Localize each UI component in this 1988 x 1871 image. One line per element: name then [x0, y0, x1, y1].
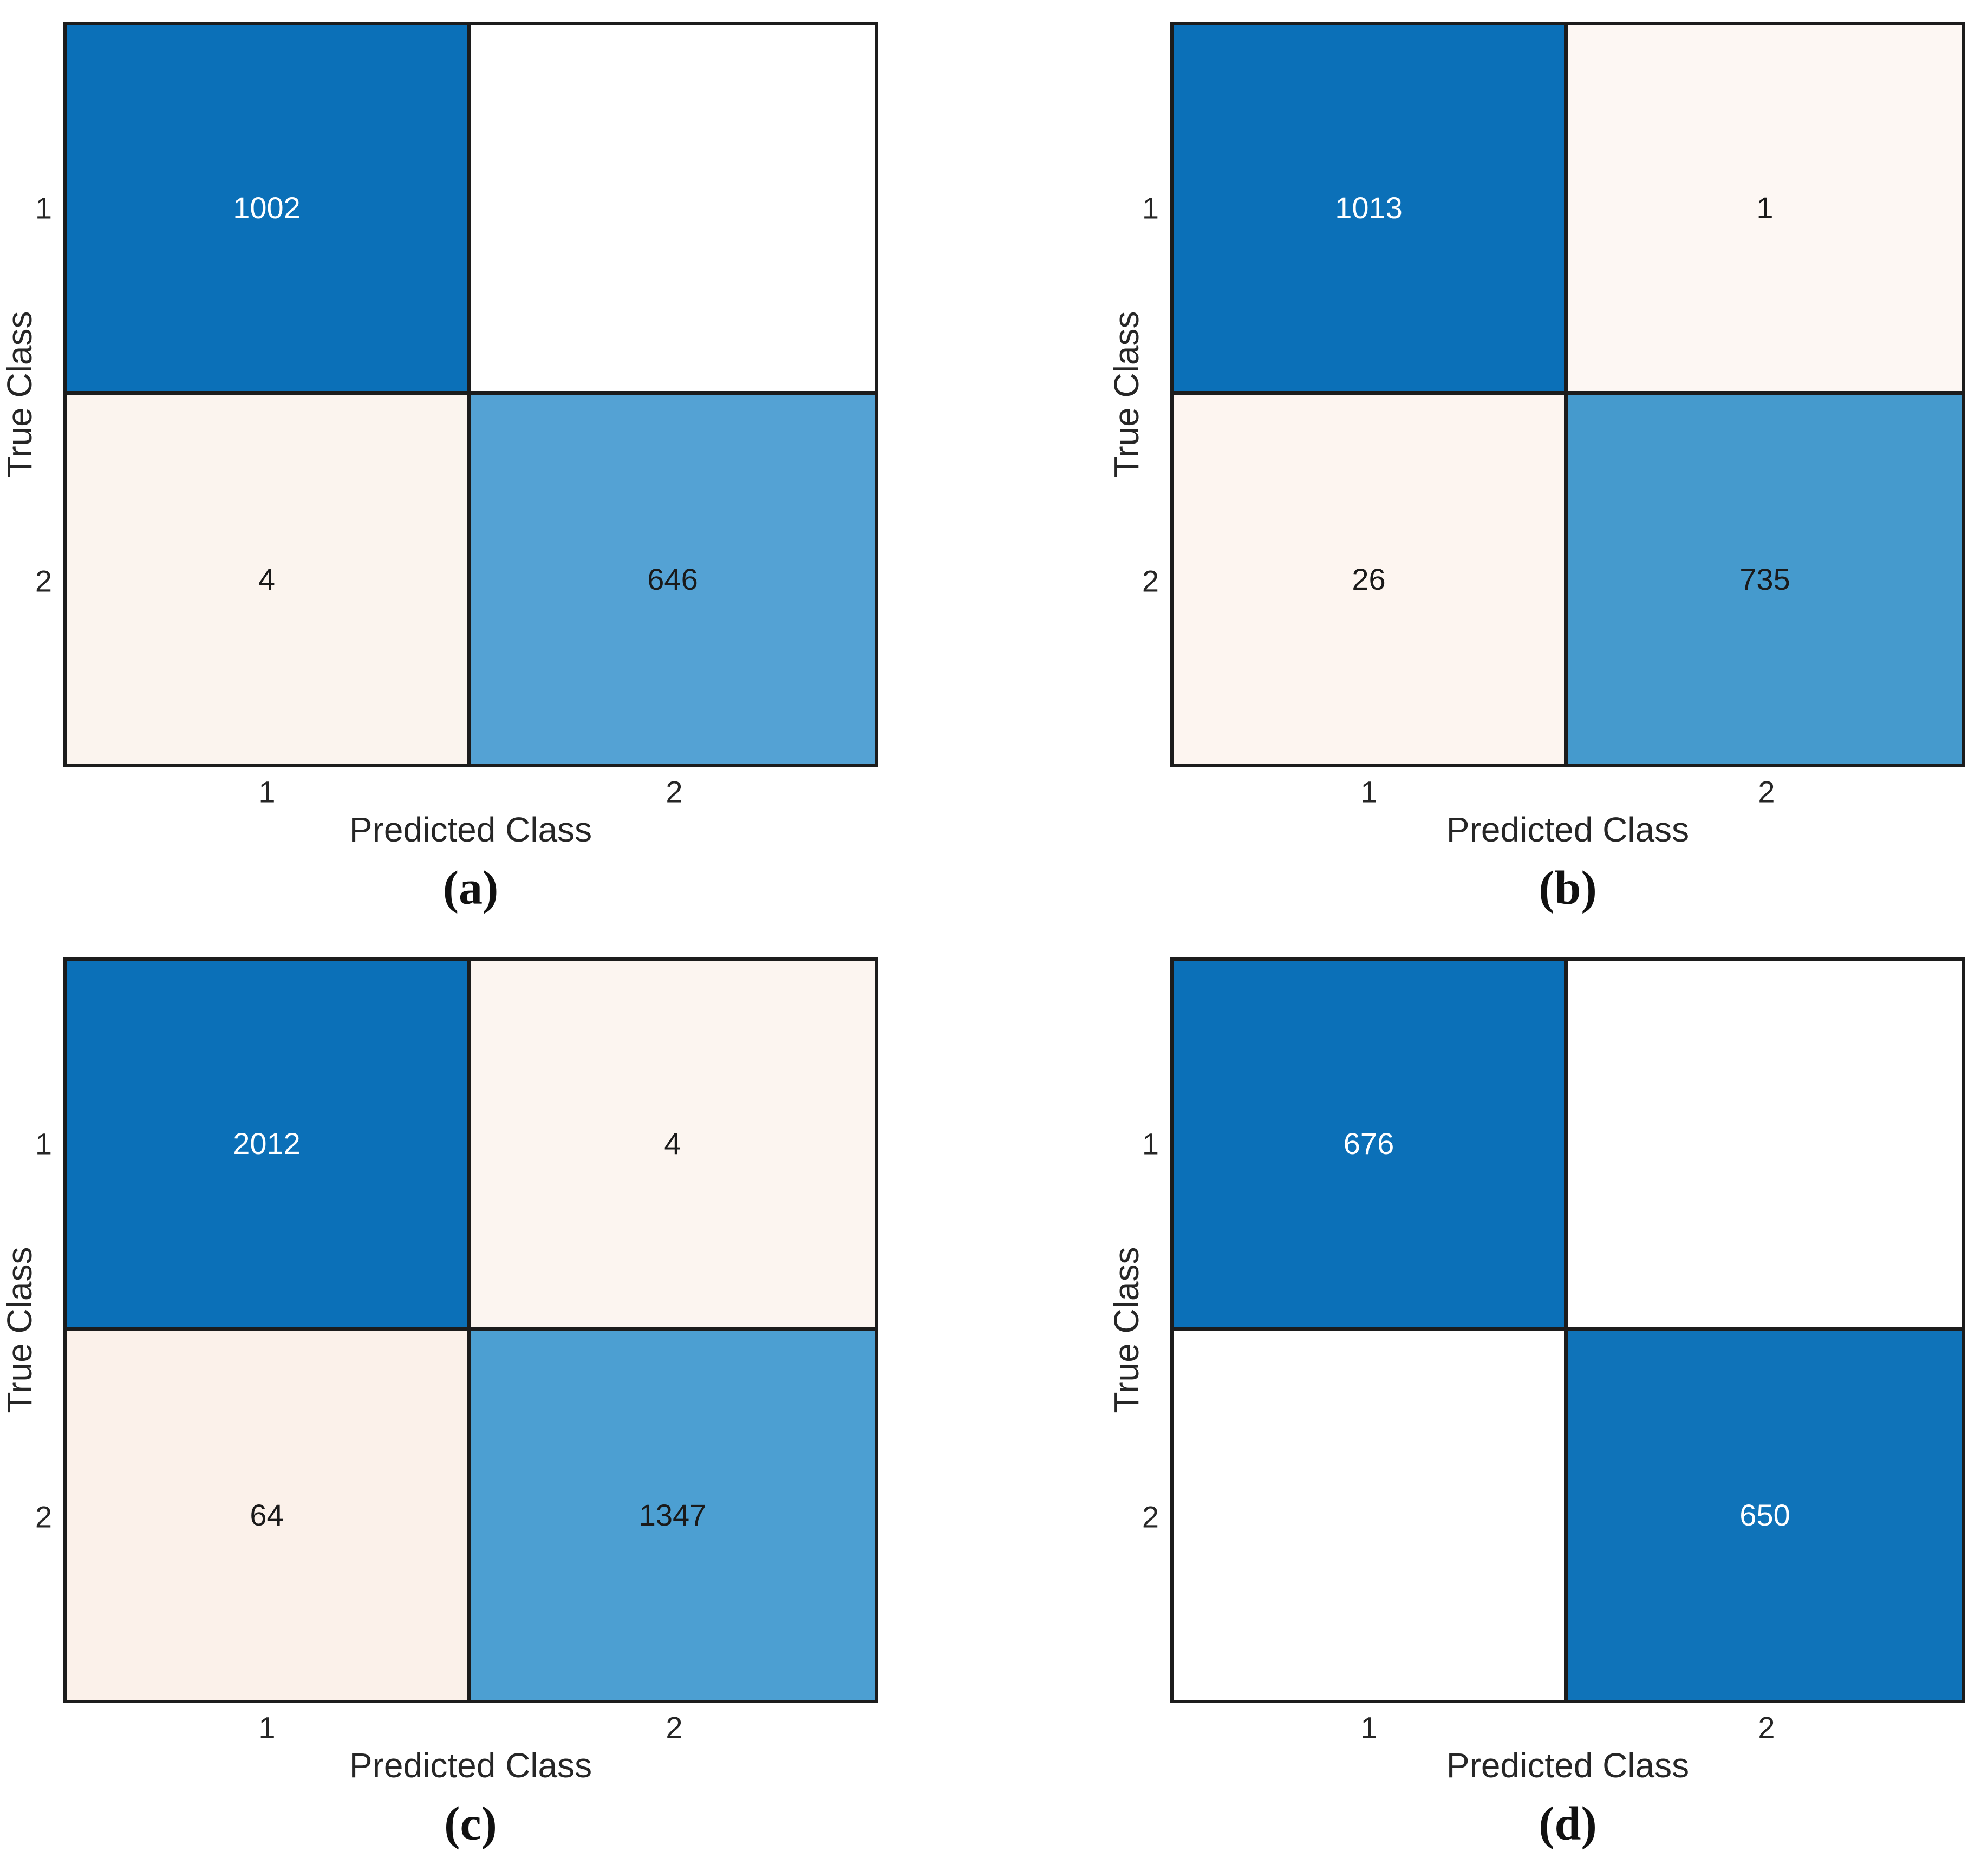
panel-caption: (b) — [1539, 862, 1597, 915]
cell-value: 676 — [1343, 1126, 1394, 1161]
x-tick-1: 1 — [258, 1710, 276, 1745]
cell-true2-pred1: 26 — [1174, 394, 1568, 764]
y-axis-label: True Class — [0, 1247, 39, 1413]
x-tick-1: 1 — [258, 774, 276, 809]
cell-value: 735 — [1739, 562, 1790, 596]
y-axis-label: True Class — [0, 311, 39, 478]
cell-value: 1347 — [638, 1497, 707, 1532]
x-axis-label: Predicted Class — [349, 1746, 592, 1785]
cell-true2-pred1: 64 — [67, 1330, 471, 1700]
y-axis-label: True Class — [1107, 311, 1146, 478]
matrix-plot-area: 1013 1 26 735 — [1170, 22, 1965, 767]
x-tick-2: 2 — [666, 774, 683, 809]
cell-value: 2012 — [233, 1126, 301, 1161]
matrix-plot-area: 2012 4 64 1347 — [63, 957, 878, 1703]
cell-true2-pred2: 646 — [471, 394, 875, 764]
x-axis-label: Predicted Class — [1446, 1746, 1690, 1785]
x-tick-1: 1 — [1360, 774, 1378, 809]
matrix-plot-area: 676 650 — [1170, 957, 1965, 1703]
y-tick-2: 2 — [35, 564, 52, 598]
cell-value: 1013 — [1335, 190, 1403, 225]
y-tick-2: 2 — [35, 1500, 52, 1534]
cell-true1-pred2: 1 — [1568, 25, 1962, 395]
panel-caption: (d) — [1539, 1797, 1597, 1850]
panel-caption: (c) — [444, 1797, 497, 1850]
cell-true1-pred1: 1013 — [1174, 25, 1568, 395]
cell-value: 1002 — [233, 190, 301, 225]
confusion-matrix-panel-b: True Class 1 2 1013 1 26 735 1 2 Predict… — [994, 0, 1988, 935]
cell-true2-pred1: 4 — [67, 394, 471, 764]
y-tick-1: 1 — [1142, 1126, 1159, 1161]
x-tick-2: 2 — [666, 1710, 683, 1745]
y-tick-2: 2 — [1142, 564, 1159, 598]
y-tick-1: 1 — [35, 191, 52, 225]
cell-true1-pred2: 4 — [471, 961, 875, 1331]
cell-true1-pred1: 2012 — [67, 961, 471, 1331]
y-tick-1: 1 — [35, 1126, 52, 1161]
matrix-plot-area: 1002 4 646 — [63, 22, 878, 767]
cell-value: 4 — [664, 1126, 681, 1161]
x-axis-label: Predicted Class — [1446, 810, 1690, 849]
x-axis-label: Predicted Class — [349, 810, 592, 849]
cell-true2-pred1 — [1174, 1330, 1568, 1700]
cell-true1-pred1: 1002 — [67, 25, 471, 395]
confusion-matrix-panel-a: True Class 1 2 1002 4 646 1 2 Predicted … — [0, 0, 994, 935]
x-tick-2: 2 — [1758, 774, 1775, 809]
cell-value: 1 — [1756, 190, 1774, 225]
cell-true1-pred1: 676 — [1174, 961, 1568, 1331]
cell-value: 650 — [1739, 1497, 1790, 1532]
confusion-matrix-panel-c: True Class 1 2 2012 4 64 1347 1 2 Predic… — [0, 936, 994, 1871]
x-tick-2: 2 — [1758, 1710, 1775, 1745]
y-tick-1: 1 — [1142, 191, 1159, 225]
confusion-matrix-panel-d: True Class 1 2 676 650 1 2 Predicted Cla… — [994, 936, 1988, 1871]
cell-value: 26 — [1352, 562, 1386, 596]
cell-true2-pred2: 1347 — [471, 1330, 875, 1700]
cell-true1-pred2 — [1568, 961, 1962, 1331]
cell-value: 64 — [250, 1497, 284, 1532]
y-axis-label: True Class — [1107, 1247, 1146, 1413]
x-tick-1: 1 — [1360, 1710, 1378, 1745]
cell-true1-pred2 — [471, 25, 875, 395]
cell-value: 4 — [258, 562, 276, 596]
cell-true2-pred2: 650 — [1568, 1330, 1962, 1700]
y-tick-2: 2 — [1142, 1500, 1159, 1534]
cell-value: 646 — [647, 562, 698, 596]
panel-caption: (a) — [442, 862, 499, 915]
cell-true2-pred2: 735 — [1568, 394, 1962, 764]
